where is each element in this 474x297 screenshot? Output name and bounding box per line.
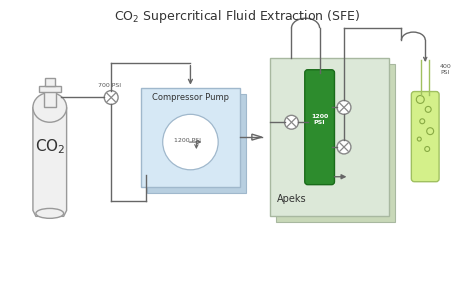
Circle shape [104,91,118,105]
FancyBboxPatch shape [305,70,335,185]
Circle shape [337,100,351,114]
Text: 400
PSI: 400 PSI [440,64,452,75]
Text: Apeks: Apeks [277,194,306,203]
Bar [44,86,56,108]
Bar [39,86,61,91]
Text: Compressor Pump: Compressor Pump [152,93,229,102]
Bar [141,88,240,187]
Bar [45,78,55,86]
Circle shape [284,115,299,129]
Bar [270,58,389,216]
Text: 1200 PSI: 1200 PSI [174,138,201,143]
Polygon shape [252,134,262,140]
Polygon shape [33,108,67,216]
Text: CO$_2$: CO$_2$ [35,138,65,156]
FancyBboxPatch shape [411,91,439,182]
Text: 1200
PSI: 1200 PSI [311,114,328,125]
Circle shape [163,114,218,170]
Text: CO$_2$ Supercritical Fluid Extraction (SFE): CO$_2$ Supercritical Fluid Extraction (S… [114,8,360,25]
Bar [276,64,394,222]
Bar [147,94,246,192]
Text: 700 PSI: 700 PSI [98,83,121,88]
Ellipse shape [36,208,64,218]
Circle shape [337,140,351,154]
Ellipse shape [33,93,67,122]
